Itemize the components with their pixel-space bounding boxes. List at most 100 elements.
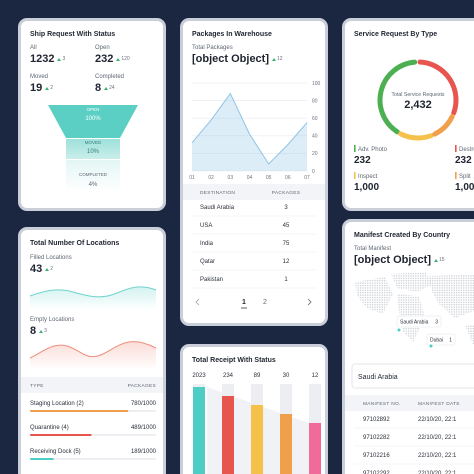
map-marker — [397, 328, 401, 332]
progress-bar — [30, 434, 92, 436]
total-label: Total Packages — [192, 45, 233, 51]
stat-delta: 12 — [269, 56, 283, 62]
line — [191, 92, 308, 165]
location-packages: 489/1000 — [131, 425, 157, 431]
manifest-date: 22/10/20, 22:1 — [418, 435, 457, 441]
stat-value: 8 — [95, 82, 102, 94]
service-card: Service Request By Type Total Service Req… — [342, 18, 474, 211]
up-arrow — [116, 57, 121, 61]
funnel-label: MOVED — [85, 140, 102, 145]
legend-label: Adv. Photo — [358, 147, 388, 153]
legend-value: 232 — [354, 155, 371, 166]
delta-value: 2 — [50, 266, 54, 272]
table-header-bg — [21, 377, 163, 393]
funnel-label: COMPLETED — [79, 172, 108, 177]
bar — [280, 414, 292, 474]
donut-segment — [417, 59, 459, 116]
total-label: Total Manifest — [354, 246, 392, 252]
location-type: Staging Location (2) — [30, 401, 84, 407]
stat-value: 1232 — [30, 53, 55, 65]
tooltip-label: Saudi Arabia — [400, 320, 429, 326]
up-arrow — [272, 57, 277, 61]
progress-bar — [30, 458, 54, 460]
x-tick-label: 07 — [304, 175, 310, 181]
table-header: PACKAGES — [128, 383, 156, 389]
funnel-completed — [66, 160, 120, 192]
stat-value-row: 232 120 — [95, 53, 130, 65]
destination: Pakistan — [200, 277, 223, 283]
donut-segment — [398, 131, 434, 141]
funnel-value: 4% — [89, 182, 98, 188]
table-header: TYPE — [30, 383, 44, 389]
y-tick-label: 0 — [312, 169, 315, 175]
stat-value-row: 1232 3 — [30, 53, 65, 65]
stat-label: Open — [95, 45, 110, 51]
manifest-date: 22/10/20, 22:1 — [418, 417, 457, 423]
y-tick-label: 80 — [312, 98, 318, 104]
stat-value-row: [object Object] 12 — [192, 53, 283, 65]
stat-value: [object Object] — [192, 53, 270, 65]
graphic: TYPE PACKAGES Staging Location (2) 780/1000… — [21, 286, 163, 460]
table-header: DESTINATION — [200, 190, 235, 196]
progress-bar — [30, 410, 129, 412]
delta-value: 3 — [44, 328, 47, 334]
x-tick-label: 02 — [208, 175, 214, 181]
bar-label: 30 — [283, 373, 290, 379]
area — [192, 93, 307, 171]
table-header: MANIFEST NO. — [363, 401, 401, 407]
stat-delta: 24 — [101, 85, 115, 91]
legend-label: Inspect — [358, 174, 378, 180]
stat-value-row: [object Object] 15 — [354, 254, 445, 266]
package-count: 12 — [283, 259, 290, 265]
stat-value-row: 8 24 — [95, 82, 115, 94]
package-count: 45 — [283, 223, 290, 229]
legend-swatch — [354, 172, 356, 179]
select-toggle[interactable] — [352, 364, 474, 388]
bar-label: 234 — [223, 373, 234, 379]
next-page — [307, 298, 312, 306]
delta-value: 12 — [277, 56, 283, 62]
table-header: MANIFEST DATE — [418, 401, 460, 407]
legend-label: Destroy — [459, 147, 474, 153]
stat-label: Empty Locations — [30, 317, 75, 323]
manifest-no: 97102216 — [363, 453, 390, 459]
packages-card: Packages In Warehouse Total Packages [obje… — [180, 18, 328, 326]
manifest-no: 97102292 — [363, 471, 390, 474]
card-title: Manifest Created By Country — [354, 232, 451, 239]
y-tick-label: 60 — [312, 116, 318, 122]
card-title: Service Request By Type — [354, 31, 438, 38]
donut-segment — [377, 59, 418, 135]
delta-value: 120 — [121, 56, 130, 62]
x-tick-label: 01 — [189, 175, 195, 181]
card-title: Total Receipt With Status — [192, 357, 276, 364]
stat-value: 232 — [95, 53, 114, 65]
table-header-bg — [345, 395, 474, 411]
stat-value-row: 43 2 — [30, 263, 53, 275]
bar — [309, 423, 321, 474]
manifest-date: 22/10/20, 22:1 — [418, 471, 457, 474]
stat-value: 43 — [30, 263, 43, 275]
graphic: OPEN 100% MOVED 10% COMPLETED 4% — [48, 105, 138, 192]
stat-delta: 120 — [113, 56, 130, 62]
manifest-date: 22/10/20, 22:1 — [418, 453, 457, 459]
wave-line — [29, 341, 157, 359]
funnel-value: 10% — [87, 149, 100, 155]
page-number: 2 — [263, 299, 267, 306]
map-region — [355, 277, 393, 314]
delta-value: 3 — [62, 56, 66, 62]
location-packages: 780/1000 — [131, 401, 157, 407]
map-region — [465, 325, 474, 344]
funnel-value: 100% — [85, 116, 101, 122]
wave-fill — [30, 341, 156, 370]
up-arrow — [39, 329, 44, 333]
package-count: 75 — [283, 241, 290, 247]
stat-label: Filled Locations — [30, 255, 72, 261]
location-type: Receiving Dock (5) — [30, 449, 81, 455]
legend-label: Split — [459, 174, 471, 180]
delta-value: 24 — [109, 85, 115, 91]
legend-swatch — [455, 145, 457, 152]
legend-value: 232 — [455, 155, 472, 166]
tooltip-value: 3 — [435, 320, 438, 326]
